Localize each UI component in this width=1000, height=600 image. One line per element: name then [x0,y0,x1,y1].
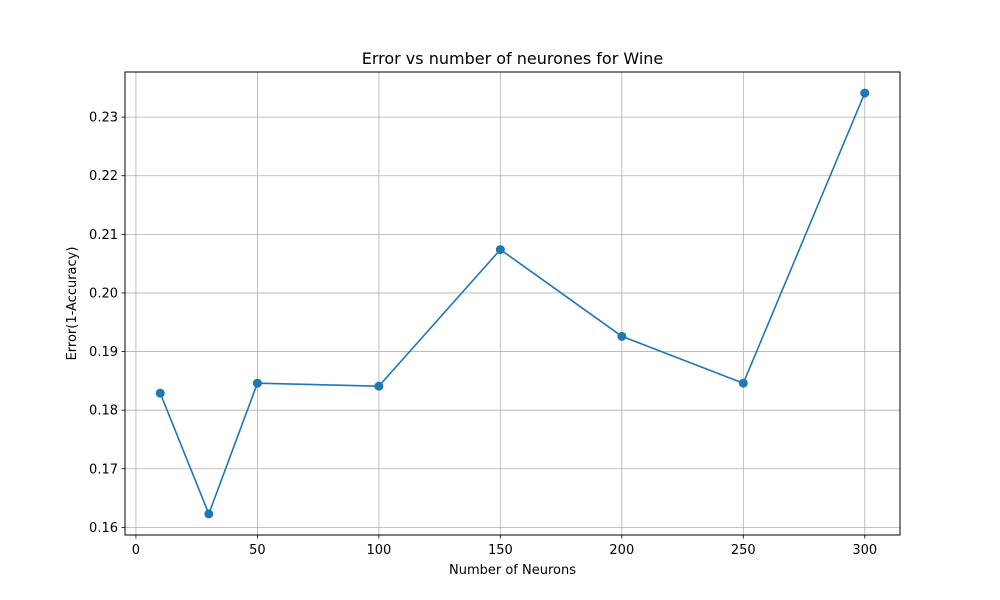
grid [125,72,900,535]
series-error [155,88,870,519]
y-tick-label: 0.21 [89,228,118,243]
x-tick-label: 0 [132,543,140,558]
y-tick-label: 0.17 [89,462,118,477]
y-tick-label: 0.20 [89,286,118,301]
x-axis-label: Number of Neurons [449,563,576,578]
y-axis-label: Error(1-Accuracy) [65,247,80,361]
data-point [495,245,505,255]
x-axis: 0 50 100 150 200 250 300 [132,535,877,558]
x-tick-label: 150 [488,543,513,558]
x-tick-label: 100 [366,543,391,558]
x-tick-label: 250 [731,543,756,558]
plot-area-frame [124,71,901,536]
y-tick-label: 0.18 [89,404,118,419]
y-axis: 0.16 0.17 0.18 0.19 0.20 0.21 0.22 0.23 [89,111,125,536]
y-tick-label: 0.19 [89,345,118,360]
y-tick-label: 0.23 [89,111,118,126]
data-point [617,331,627,341]
x-tick-label: 300 [852,543,877,558]
data-point [860,88,870,98]
data-point [204,509,214,519]
y-tick-label: 0.16 [89,521,118,536]
series-line [159,92,866,515]
data-point [252,378,262,388]
data-point [155,388,165,398]
data-point [374,381,384,391]
x-tick-label: 200 [609,543,634,558]
data-point [738,378,748,388]
y-tick-label: 0.22 [89,169,118,184]
x-tick-label: 50 [249,543,266,558]
chart-title: Error vs number of neurones for Wine [362,49,664,68]
